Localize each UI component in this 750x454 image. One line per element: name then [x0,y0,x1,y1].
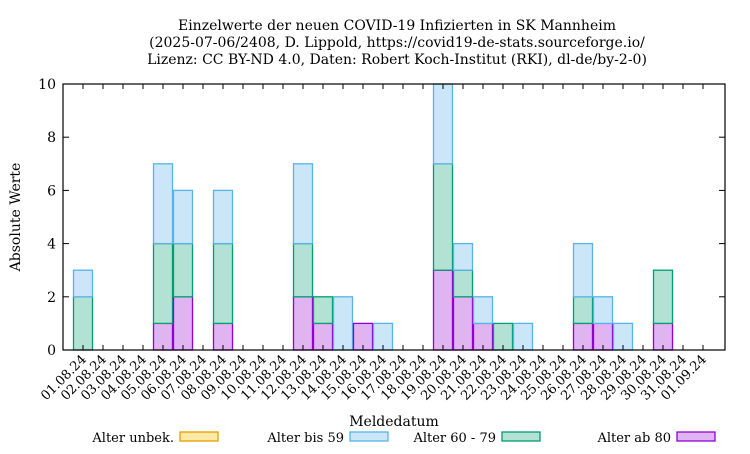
bar-alter-bis-59-06.08.24 [172,189,194,245]
bar-alter-60-79-06.08.24 [172,242,194,298]
bar-alter-bis-59-01.08.24 [72,269,94,298]
legend-label: Alter unbek. [91,431,174,446]
bar-alter-60-79-12.08.24 [292,242,314,298]
chart-title-line-3: Lizenz: CC BY-ND 4.0, Daten: Robert Koch… [147,52,647,68]
chart-title-line-2: (2025-07-06/2408, D. Lippold, https://co… [149,35,645,51]
y-tick-label: 0 [47,343,56,359]
bar-alter-bis-59-27.08.24 [592,296,614,325]
bar-alter-ab-80-19.08.24 [432,269,454,351]
y-tick-label: 4 [47,237,56,253]
legend-label: Alter 60 - 79 [412,431,496,446]
bar-alter-bis-59-14.08.24 [332,296,354,351]
bar-alter-60-79-26.08.24 [572,296,594,325]
legend-label: Alter bis 59 [266,431,344,446]
bar-alter-60-79-19.08.24 [432,163,454,271]
bar-alter-60-79-01.08.24 [72,296,94,351]
legend-swatch [179,431,219,442]
y-tick-label: 10 [38,77,56,93]
bar-alter-60-79-08.08.24 [212,242,234,325]
bar-alter-bis-59-12.08.24 [292,163,314,245]
y-tick-label: 6 [47,183,56,199]
bar-alter-60-79-13.08.24 [312,296,334,325]
bar-alter-60-79-30.08.24 [652,269,674,325]
bar-alter-60-79-20.08.24 [452,269,474,298]
bar-alter-bis-59-19.08.24 [432,83,454,165]
bar-alter-bis-59-20.08.24 [452,242,474,271]
bar-alter-60-79-05.08.24 [152,242,174,325]
bar-alter-bis-59-26.08.24 [572,242,594,298]
legend-swatch [501,431,541,442]
chart-title-line-1: Einzelwerte der neuen COVID-19 Infiziert… [178,18,616,34]
bar-alter-ab-80-06.08.24 [172,296,194,351]
bar-alter-bis-59-08.08.24 [212,189,234,245]
bar-alter-bis-59-21.08.24 [472,296,494,325]
y-axis-label: Absolute Werte [8,163,24,273]
y-tick-label: 8 [47,130,56,146]
plot-frame [62,83,726,351]
y-tick-label: 2 [47,290,56,306]
x-axis-label: Meldedatum [349,414,439,430]
bar-alter-ab-80-12.08.24 [292,296,314,351]
bar-alter-ab-80-20.08.24 [452,296,474,351]
bar-alter-bis-59-05.08.24 [152,163,174,245]
legend-label: Alter ab 80 [596,431,671,446]
legend-swatch [676,431,716,442]
legend-swatch [349,431,389,442]
